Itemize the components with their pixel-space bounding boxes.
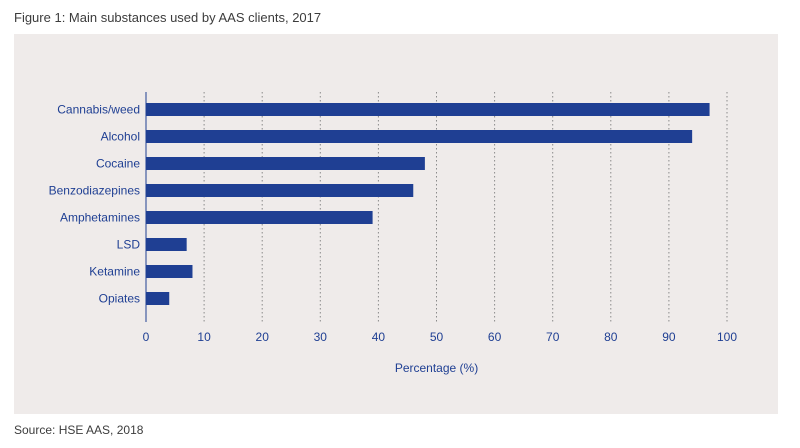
category-label: LSD [117,238,141,252]
bar-cannabis-weed [146,103,710,116]
x-tick-label: 10 [197,330,211,344]
bar-benzodiazepines [146,184,414,197]
category-labels: Cannabis/weed Alcohol Cocaine Benzodiazepin… [49,103,141,306]
bar-opiates [146,292,170,305]
bar-alcohol [146,130,693,143]
category-label: Opiates [99,292,140,306]
category-label: Cannabis/weed [57,103,140,117]
bar-amphetamines [146,211,373,224]
bars [146,103,710,305]
x-tick-label: 0 [143,330,150,344]
category-label: Benzodiazepines [49,184,140,198]
x-tick-label: 70 [546,330,560,344]
x-tick-label: 20 [256,330,270,344]
x-tick-label: 50 [430,330,444,344]
category-label: Cocaine [96,157,140,171]
bar-lsd [146,238,187,251]
category-label: Amphetamines [60,211,140,225]
x-tick-label: 80 [604,330,618,344]
chart-panel [14,34,778,414]
x-tick-labels: 0 10 20 30 40 50 60 70 80 90 100 [143,330,738,344]
x-tick-label: 100 [717,330,737,344]
gridlines [203,92,728,322]
bar-ketamine [146,265,193,278]
figure-title: Figure 1: Main substances used by AAS cl… [14,10,322,25]
category-label: Alcohol [101,130,140,144]
bar-cocaine [146,157,425,170]
x-tick-label: 30 [314,330,328,344]
x-tick-label: 40 [372,330,386,344]
x-axis-title: Percentage (%) [395,361,478,375]
category-label: Ketamine [89,265,140,279]
source-note: Source: HSE AAS, 2018 [14,423,144,437]
x-tick-label: 60 [488,330,502,344]
x-tick-label: 90 [662,330,676,344]
